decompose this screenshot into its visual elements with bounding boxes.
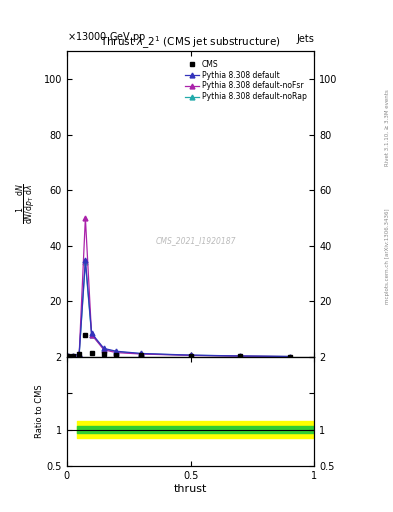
Y-axis label: Ratio to CMS: Ratio to CMS [35,385,44,438]
Pythia 8.308 default-noRap [139,351,143,357]
CMS [83,331,88,337]
Pythia 8.308 default [287,353,292,359]
Line: Pythia 8.308 default: Pythia 8.308 default [66,257,292,359]
CMS [66,353,70,359]
Pythia 8.308 default-noRap [77,351,82,357]
Pythia 8.308 default [101,346,106,352]
Title: Thrust $\lambda\_2^1$ (CMS jet substructure): Thrust $\lambda\_2^1$ (CMS jet substruct… [100,35,281,51]
Pythia 8.308 default-noRap [71,353,75,359]
CMS [188,353,193,359]
CMS [238,353,242,359]
Line: CMS: CMS [66,332,292,359]
X-axis label: thrust: thrust [174,483,207,494]
Pythia 8.308 default [238,353,242,359]
CMS [287,354,292,360]
Pythia 8.308 default-noFsr [188,352,193,358]
Text: Jets: Jets [297,33,314,44]
Pythia 8.308 default [188,352,193,358]
Pythia 8.308 default-noRap [101,346,106,352]
Pythia 8.308 default-noRap [66,353,70,359]
Legend: CMS, Pythia 8.308 default, Pythia 8.308 default-noFsr, Pythia 8.308 default-noRa: CMS, Pythia 8.308 default, Pythia 8.308 … [184,58,308,103]
Pythia 8.308 default-noFsr [238,353,242,359]
Line: Pythia 8.308 default-noRap: Pythia 8.308 default-noRap [66,260,292,359]
Text: Rivet 3.1.10, ≥ 3.3M events: Rivet 3.1.10, ≥ 3.3M events [385,90,389,166]
Text: mcplots.cern.ch [arXiv:1306.3436]: mcplots.cern.ch [arXiv:1306.3436] [385,208,389,304]
CMS [101,351,106,357]
Pythia 8.308 default [66,353,70,359]
CMS [114,352,119,358]
CMS [77,351,82,357]
Pythia 8.308 default-noRap [89,331,94,337]
Pythia 8.308 default-noFsr [101,347,106,353]
Pythia 8.308 default-noRap [287,353,292,359]
Pythia 8.308 default-noFsr [77,351,82,357]
Pythia 8.308 default-noRap [238,353,242,359]
Pythia 8.308 default [77,351,82,357]
Pythia 8.308 default-noFsr [89,331,94,337]
Text: CMS_2021_I1920187: CMS_2021_I1920187 [155,236,236,245]
Text: $\times$13000 GeV pp: $\times$13000 GeV pp [67,30,146,44]
Pythia 8.308 default-noFsr [66,353,70,359]
Pythia 8.308 default-noFsr [71,353,75,359]
Pythia 8.308 default-noFsr [114,350,119,356]
CMS [89,350,94,356]
Y-axis label: $\frac{1}{\mathrm{d}N/\mathrm{d}p_\mathrm{T}}\frac{\mathrm{d}N}{\mathrm{d}\lambd: $\frac{1}{\mathrm{d}N/\mathrm{d}p_\mathr… [15,183,39,224]
CMS [139,352,143,358]
Line: Pythia 8.308 default-noFsr: Pythia 8.308 default-noFsr [66,216,292,359]
Pythia 8.308 default-noFsr [287,353,292,359]
Pythia 8.308 default-noRap [114,349,119,355]
Pythia 8.308 default [114,348,119,354]
Pythia 8.308 default [139,350,143,356]
Pythia 8.308 default [89,330,94,336]
Pythia 8.308 default-noRap [83,259,88,265]
Pythia 8.308 default [71,353,75,359]
Pythia 8.308 default-noFsr [83,215,88,221]
Pythia 8.308 default [83,257,88,263]
Pythia 8.308 default-noFsr [139,351,143,357]
Pythia 8.308 default-noRap [188,352,193,358]
CMS [71,353,75,359]
